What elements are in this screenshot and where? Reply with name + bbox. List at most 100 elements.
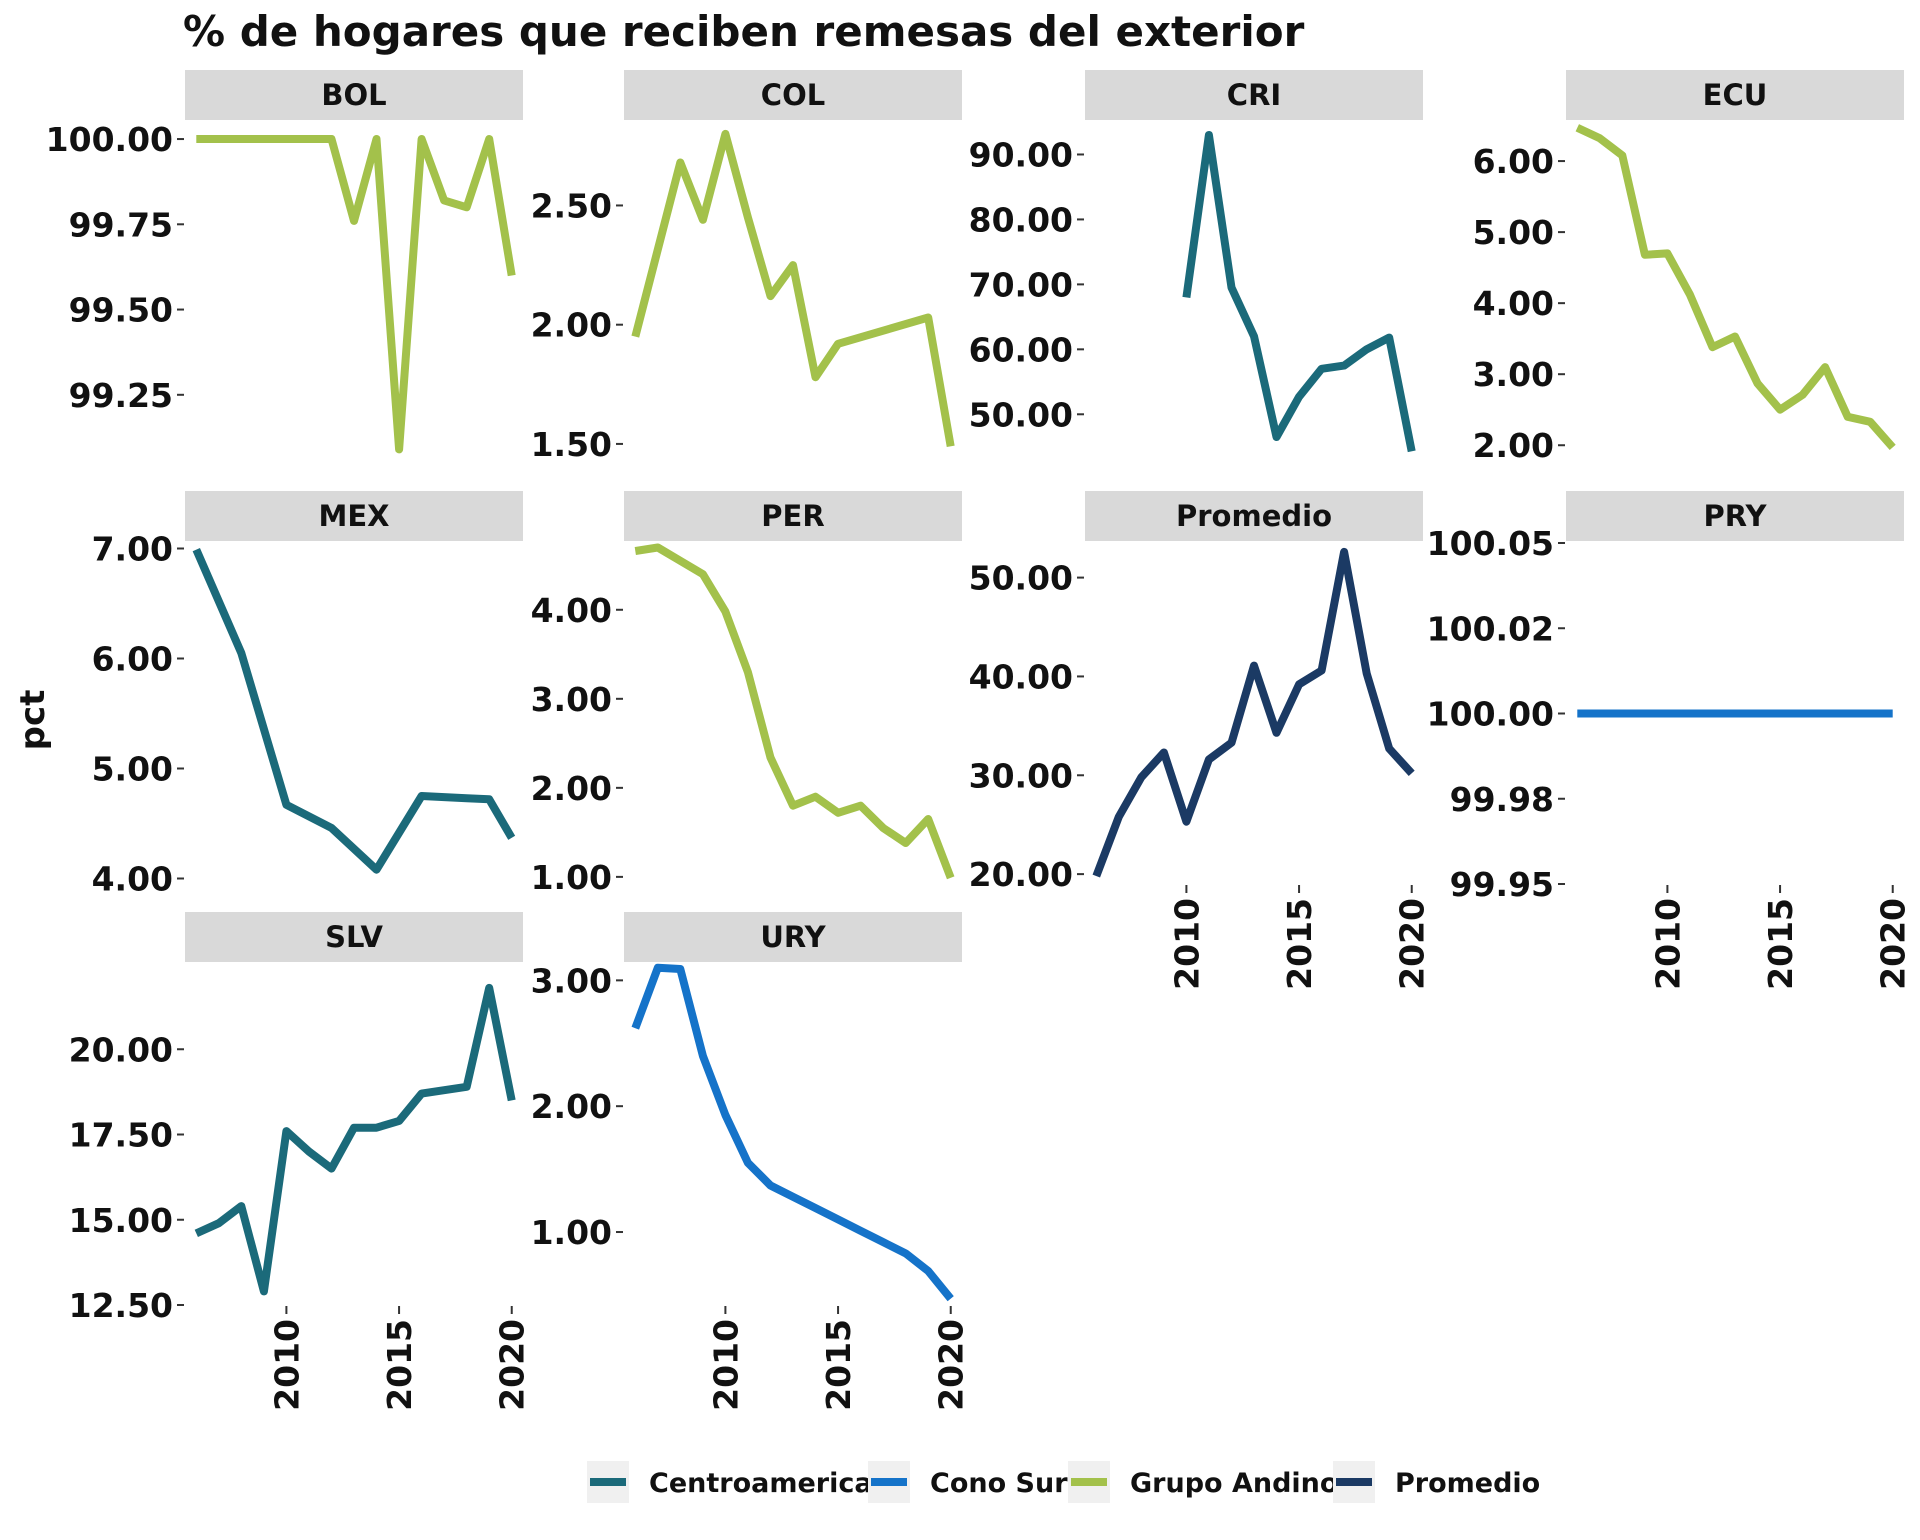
panel-col: COL 1.50 2.00 2.50 [531,70,962,464]
series-line-cri [1182,131,1416,453]
panel-mex: MEX 4.00 5.00 6.00 7.00 [92,491,523,899]
legend: Centroamerica Cono Sur Grupo Andino Promedi… [587,1461,1540,1503]
y-tick-label-col-0: 1.50 [531,425,612,464]
facet-panels: BOL99.2599.5099.75100.00COL1.502.002.50C… [46,70,1913,1411]
y-tick-label-pry-2: 100.00 [1427,695,1554,734]
strip-bol-bg [185,70,523,120]
strip-promedio-label: Promedio [1176,499,1332,533]
x-tick-label-pry-0: 2010 [1648,898,1687,990]
strip-per-bg [624,491,962,541]
panel-slv: SLV 12.50 15.00 17.50 20.00 2010 2015 2020 [69,912,532,1411]
y-tick-label-cri-1: 60.00 [969,330,1073,369]
y-tick-label-pry-1: 99.98 [1450,780,1554,819]
strip-cri-bg [1085,70,1423,120]
series-line-mex [192,548,516,874]
strip-ecu-label: ECU [1703,78,1768,112]
series-line-promedio [1092,547,1415,878]
y-tick-label-ecu-0: 2.00 [1473,426,1554,465]
panel-cri: CRI 50.00 60.00 70.00 80.00 90.00 [969,70,1423,453]
y-tick-label-ecu-4: 6.00 [1473,142,1554,181]
series-line-col [631,129,955,447]
y-tick-label-mex-1: 5.00 [92,750,173,789]
series-line-per [634,543,955,880]
legend-label-grupo-andino: Grupo Andino [1130,1468,1338,1499]
y-tick-label-per-1: 2.00 [531,769,612,808]
y-tick-label-pry-3: 100.02 [1427,609,1554,648]
strip-mex-label: MEX [318,499,389,533]
y-tick-label-per-2: 3.00 [531,680,612,719]
strip-col-bg [624,70,962,120]
y-tick-label-col-2: 2.50 [531,186,612,225]
y-tick-label-slv-0: 12.50 [69,1286,173,1325]
x-tick-label-pry-2: 2020 [1874,898,1913,990]
y-tick-label-mex-3: 7.00 [92,530,173,569]
panel-pry: PRY 99.95 99.98 100.00 100.02 100.05 2010 2015 2… [1427,491,1913,990]
strip-mex-bg [185,491,523,541]
strip-slv-label: SLV [325,920,383,954]
x-tick-label-pry-1: 2015 [1761,898,1800,990]
strip-ury-label: URY [760,920,826,954]
legend-item-grupo-andino: Grupo Andino [1068,1461,1338,1503]
legend-item-cono-sur: Cono Sur [868,1461,1068,1503]
y-tick-label-mex-2: 6.00 [92,640,173,679]
chart-title: % de hogares que reciben remesas del ext… [183,7,1305,56]
y-tick-label-bol-3: 100.00 [46,120,173,159]
series-line-slv [194,983,516,1296]
y-tick-label-ecu-3: 5.00 [1473,213,1554,252]
series-line-bol [196,135,516,454]
x-tick-label-ury-1: 2015 [819,1319,858,1411]
strip-promedio-bg [1085,491,1423,541]
y-tick-label-ecu-1: 3.00 [1473,355,1554,394]
y-tick-label-cri-2: 70.00 [969,265,1073,304]
y-tick-label-ury-2: 3.00 [531,961,612,1000]
y-tick-label-pry-4: 100.05 [1427,524,1554,563]
panel-ury: URY 1.00 2.00 3.00 2010 2015 2020 [531,912,971,1411]
y-tick-label-mex-0: 4.00 [92,860,173,899]
y-tick-label-ecu-2: 4.00 [1473,284,1554,323]
panel-promedio: Promedio 20.00 30.00 40.00 50.00 2010 2015 2020 [969,491,1432,990]
strip-bol-label: BOL [321,78,386,112]
legend-item-centroamerica: Centroamerica [587,1461,873,1503]
strip-col-label: COL [761,78,825,112]
x-tick-label-promedio-2: 2020 [1393,898,1432,990]
strip-cri-label: CRI [1227,78,1281,112]
strip-pry-label: PRY [1704,499,1768,533]
legend-label-centroamerica: Centroamerica [649,1468,873,1499]
series-line-ury [631,963,954,1302]
y-tick-label-promedio-0: 20.00 [969,855,1073,894]
series-line-ecu [1575,124,1896,451]
x-tick-label-ury-0: 2010 [706,1319,745,1411]
x-tick-label-ury-2: 2020 [932,1319,971,1411]
y-tick-label-bol-1: 99.50 [69,291,173,330]
strip-slv-bg [185,912,523,962]
y-axis-title: pct [13,690,53,751]
y-tick-label-promedio-2: 40.00 [969,657,1073,696]
x-tick-label-promedio-0: 2010 [1167,898,1206,990]
y-tick-label-slv-3: 20.00 [69,1030,173,1069]
x-tick-label-promedio-1: 2015 [1280,898,1319,990]
y-tick-label-slv-1: 15.00 [69,1201,173,1240]
y-tick-label-pry-0: 99.95 [1450,865,1554,904]
strip-pry-bg [1566,491,1904,541]
y-tick-label-slv-2: 17.50 [69,1116,173,1155]
y-tick-label-col-1: 2.00 [531,306,612,345]
strip-ury-bg [624,912,962,962]
y-tick-label-cri-0: 50.00 [969,395,1073,434]
y-tick-label-ury-1: 2.00 [531,1087,612,1126]
legend-item-promedio: Promedio [1333,1461,1540,1503]
x-tick-label-slv-0: 2010 [267,1319,306,1411]
panel-ecu: ECU 2.00 3.00 4.00 5.00 6.00 [1473,70,1904,465]
x-tick-label-slv-1: 2015 [380,1319,419,1411]
y-tick-label-ury-0: 1.00 [531,1213,612,1252]
y-tick-label-promedio-1: 30.00 [969,756,1073,795]
y-tick-label-cri-3: 80.00 [969,200,1073,239]
strip-ecu-bg [1566,70,1904,120]
y-tick-label-per-3: 4.00 [531,591,612,630]
y-tick-label-bol-2: 99.75 [69,205,173,244]
strip-per-label: PER [761,499,824,533]
y-tick-label-promedio-3: 50.00 [969,559,1073,598]
y-tick-label-cri-4: 90.00 [969,135,1073,174]
panel-per: PER 1.00 2.00 3.00 4.00 [531,491,962,897]
